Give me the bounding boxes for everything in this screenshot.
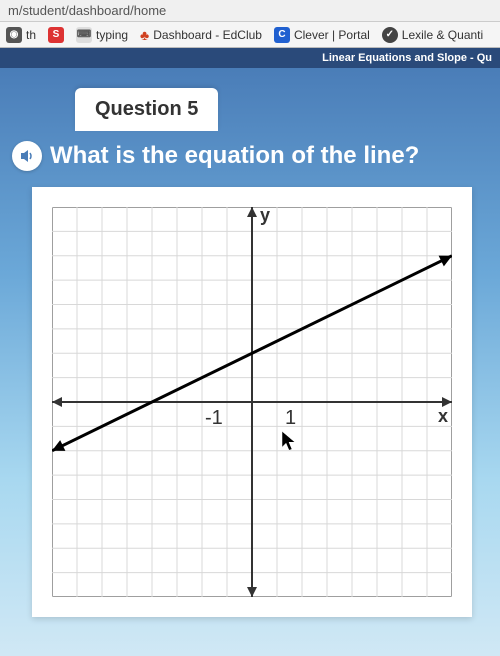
bookmark-label: typing (96, 28, 128, 42)
graph-container: y x -1 1 (32, 187, 472, 617)
globe-icon: ◉ (6, 27, 22, 43)
bookmark-s[interactable]: S (48, 27, 64, 43)
bookmark-label: th (26, 28, 36, 42)
url-path: m/student/dashboard/home (8, 3, 166, 18)
bookmark-typing[interactable]: ⌨ typing (76, 27, 128, 43)
svg-text:-1: -1 (205, 407, 223, 429)
question-row: What is the equation of the line? (0, 131, 500, 179)
svg-text:x: x (438, 406, 448, 426)
speaker-button[interactable] (12, 141, 42, 171)
question-number: Question 5 (95, 98, 198, 120)
header-title: Linear Equations and Slope - Qu (322, 52, 492, 64)
bookmark-th[interactable]: ◉ th (6, 27, 36, 43)
s-icon: S (48, 27, 64, 43)
content-area: Question 5 What is the equation of the l… (0, 68, 500, 656)
typing-icon: ⌨ (76, 27, 92, 43)
speaker-icon (18, 147, 36, 165)
graph: y x -1 1 (52, 207, 452, 597)
bookmark-label: Clever | Portal (294, 28, 370, 42)
lexile-icon: ✓ (382, 27, 398, 43)
bookmark-label: Dashboard - EdClub (153, 28, 262, 42)
edclub-icon: ♣ (140, 27, 149, 43)
question-tab: Question 5 (75, 88, 218, 131)
bookmark-clever[interactable]: C Clever | Portal (274, 27, 370, 43)
app-header: Linear Equations and Slope - Qu (0, 48, 500, 68)
bookmark-edclub[interactable]: ♣ Dashboard - EdClub (140, 27, 262, 43)
svg-text:y: y (260, 207, 270, 225)
clever-icon: C (274, 27, 290, 43)
bookmarks-bar: ◉ th S ⌨ typing ♣ Dashboard - EdClub C C… (0, 22, 500, 48)
bookmark-label: Lexile & Quanti (402, 28, 483, 42)
bookmark-lexile[interactable]: ✓ Lexile & Quanti (382, 27, 483, 43)
url-bar[interactable]: m/student/dashboard/home (0, 0, 500, 22)
svg-text:1: 1 (285, 407, 296, 429)
question-text: What is the equation of the line? (50, 142, 419, 170)
